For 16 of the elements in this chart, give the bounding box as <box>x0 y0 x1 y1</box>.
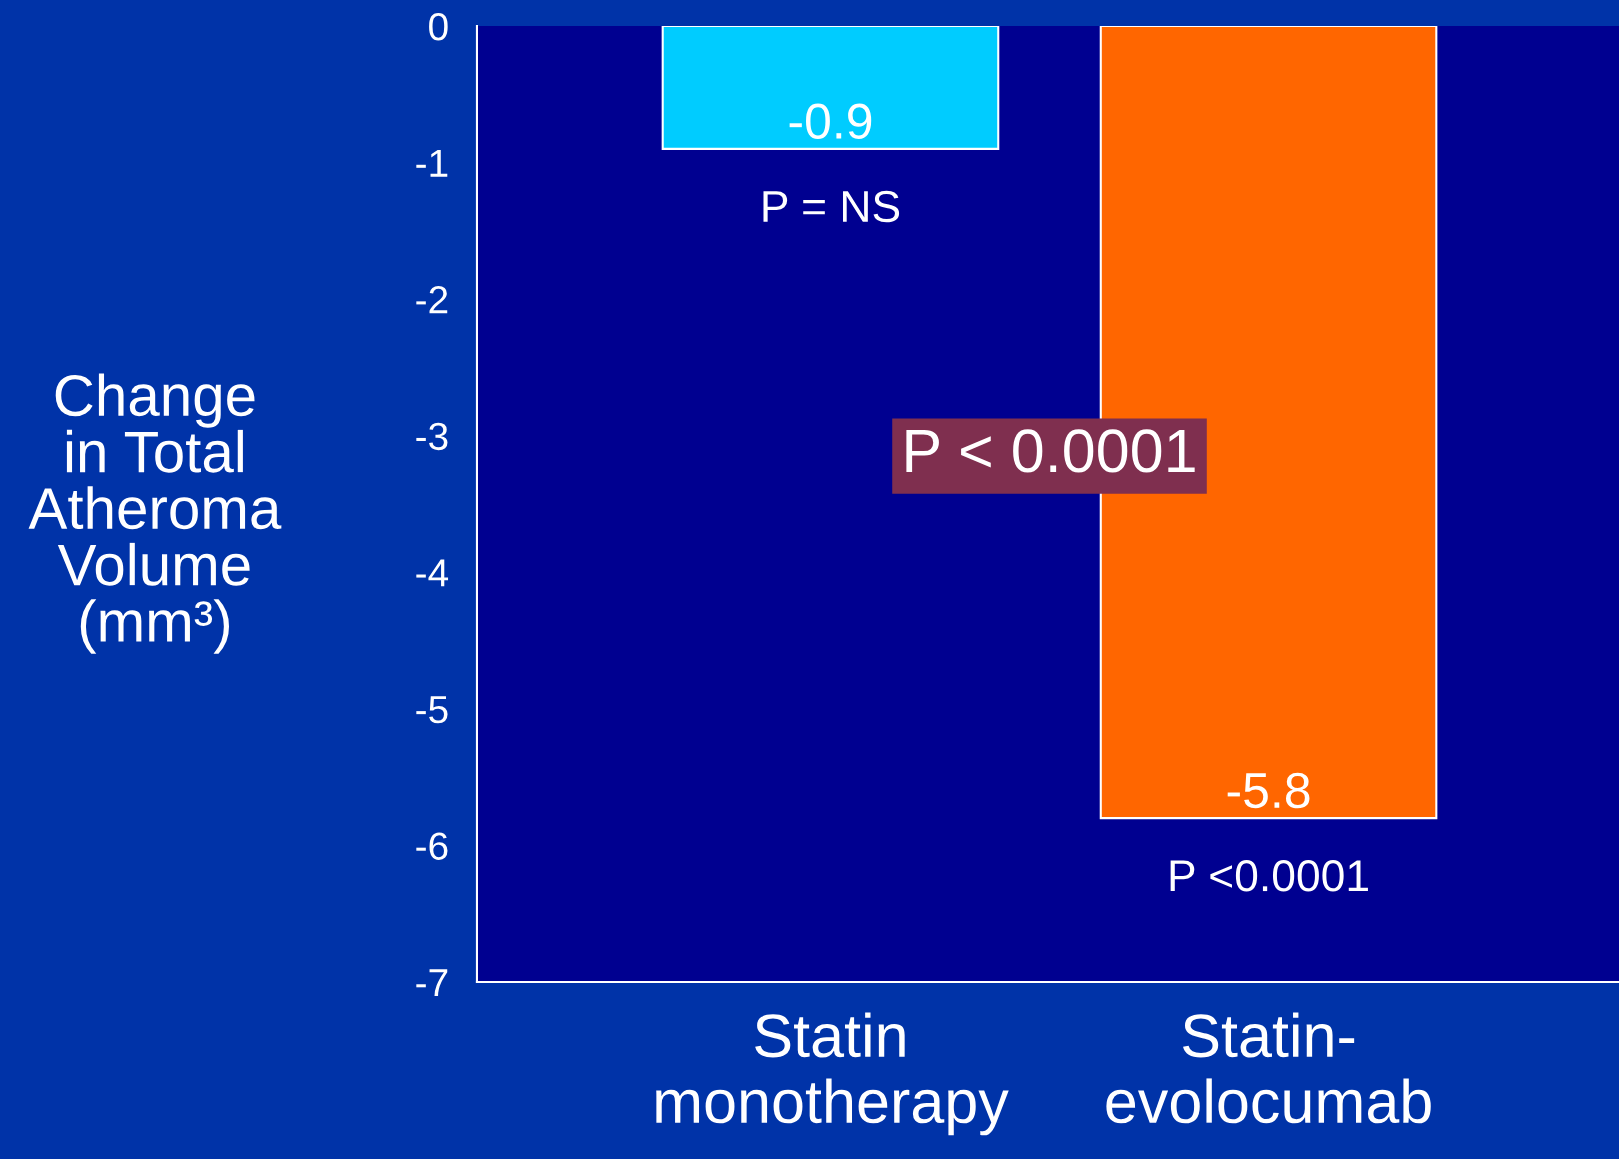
y-tick-label: -2 <box>416 286 448 314</box>
annotation: P = NS <box>763 190 900 223</box>
y-tick-label: 0 <box>429 12 448 41</box>
y-tick-label: -1 <box>416 149 448 177</box>
y-tick-label: -5 <box>416 696 448 724</box>
y-axis-title: Change in Total Atheroma Volume (mm³) <box>28 373 282 654</box>
x-tick-label: Statin- evolocumab <box>1106 1012 1431 1124</box>
y-tick-label: -3 <box>416 422 448 451</box>
data-label: -5.8 <box>1227 772 1310 809</box>
y-tick-label: -4 <box>416 559 449 587</box>
data-label: -0.9 <box>789 103 872 139</box>
annotation: P <0.0001 <box>1170 860 1368 892</box>
y-tick-label: -6 <box>416 832 448 860</box>
annotation: P < 0.0001 <box>906 429 1195 473</box>
x-tick-label: Statin monotherapy <box>656 1012 1009 1136</box>
y-tick-label: -7 <box>416 969 448 997</box>
